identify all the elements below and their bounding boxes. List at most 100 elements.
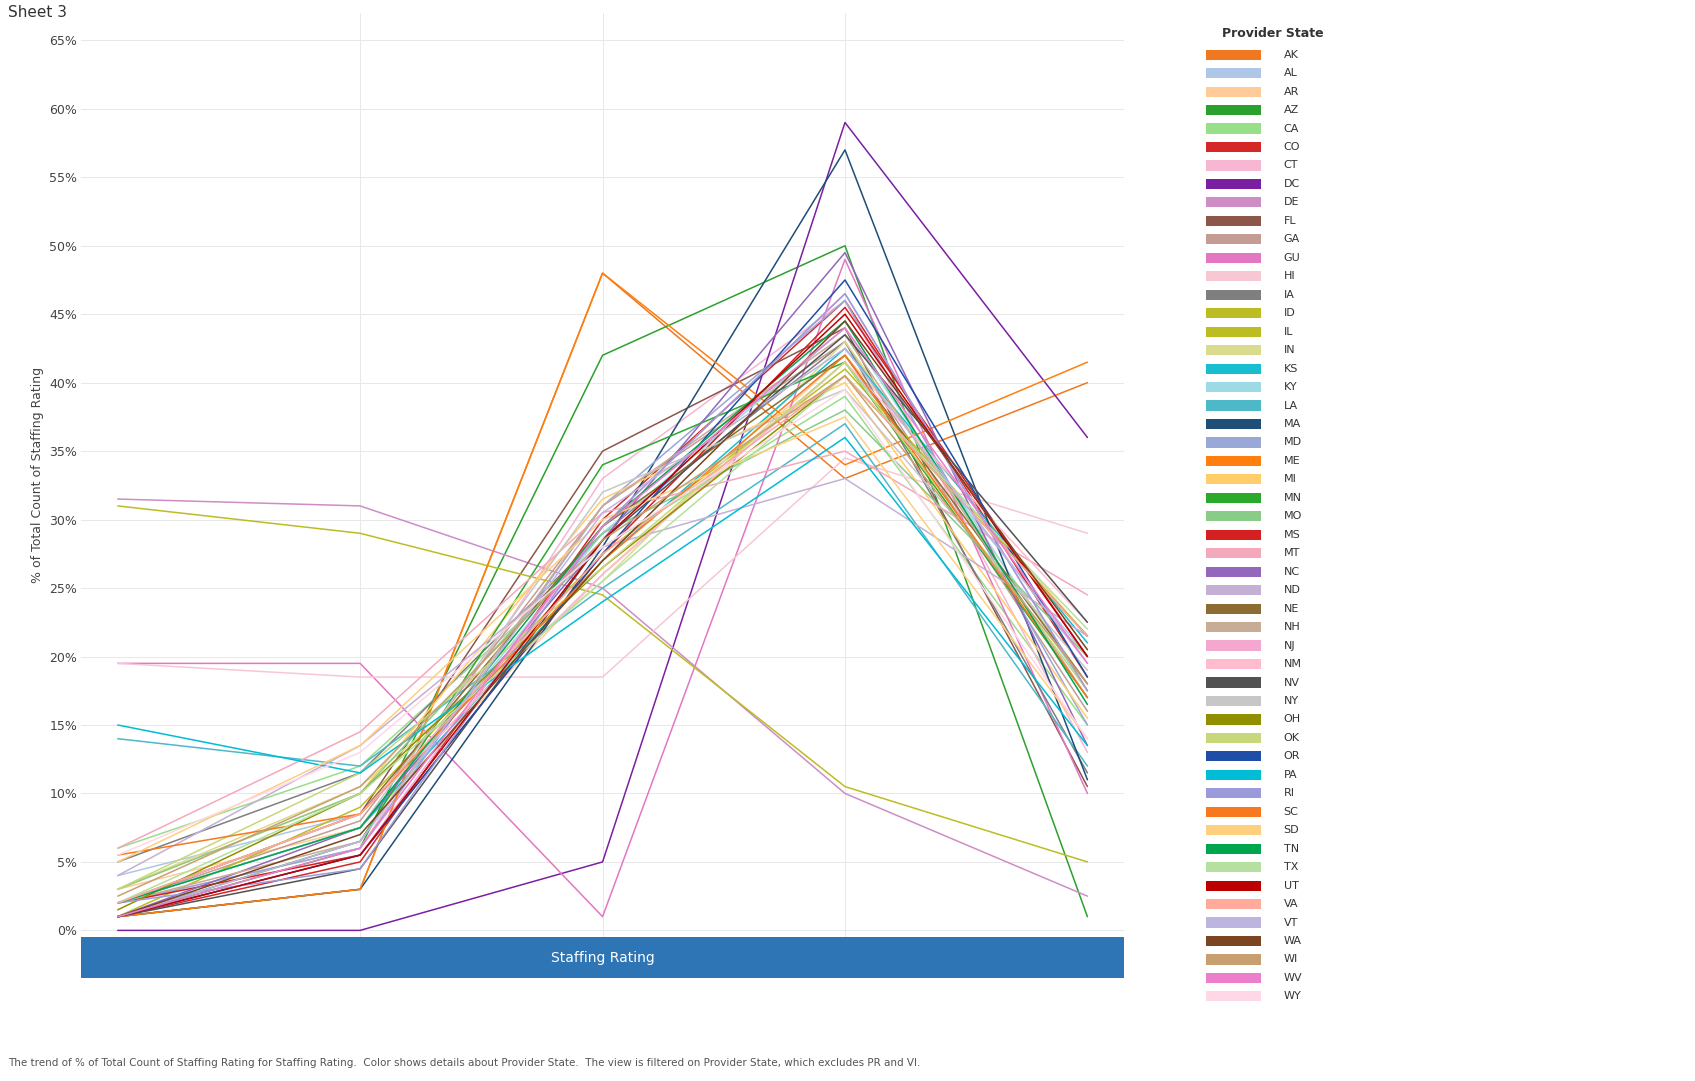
Text: VT: VT <box>1283 918 1298 927</box>
Text: CT: CT <box>1283 160 1298 171</box>
FancyBboxPatch shape <box>1205 216 1261 226</box>
FancyBboxPatch shape <box>1205 86 1261 96</box>
FancyBboxPatch shape <box>1205 696 1261 706</box>
Text: LA: LA <box>1283 401 1298 411</box>
Text: AK: AK <box>1283 50 1298 59</box>
FancyBboxPatch shape <box>1205 438 1261 448</box>
Text: SC: SC <box>1283 806 1298 817</box>
FancyBboxPatch shape <box>1205 456 1261 466</box>
Text: KY: KY <box>1283 382 1297 392</box>
FancyBboxPatch shape <box>1205 585 1261 596</box>
Text: MD: MD <box>1283 438 1302 448</box>
Y-axis label: % of Total Count of Staffing Rating: % of Total Count of Staffing Rating <box>31 368 44 583</box>
FancyBboxPatch shape <box>1205 235 1261 244</box>
Text: WI: WI <box>1283 955 1298 964</box>
FancyBboxPatch shape <box>1205 50 1261 59</box>
FancyBboxPatch shape <box>1205 363 1261 374</box>
Text: Sheet 3: Sheet 3 <box>8 5 68 21</box>
FancyBboxPatch shape <box>1205 548 1261 558</box>
Text: TN: TN <box>1283 843 1298 854</box>
FancyBboxPatch shape <box>1205 678 1261 688</box>
FancyBboxPatch shape <box>1205 899 1261 909</box>
FancyBboxPatch shape <box>1205 382 1261 392</box>
Text: UT: UT <box>1283 881 1298 891</box>
Text: ME: ME <box>1283 456 1300 466</box>
Text: AL: AL <box>1283 68 1297 78</box>
Text: OR: OR <box>1283 751 1300 761</box>
FancyBboxPatch shape <box>1205 806 1261 817</box>
FancyBboxPatch shape <box>1205 825 1261 836</box>
FancyBboxPatch shape <box>1205 511 1261 521</box>
Text: ND: ND <box>1283 585 1300 596</box>
Text: IL: IL <box>1283 326 1293 336</box>
Text: MO: MO <box>1283 511 1302 521</box>
FancyBboxPatch shape <box>1205 881 1261 891</box>
FancyBboxPatch shape <box>1205 308 1261 318</box>
FancyBboxPatch shape <box>1205 345 1261 356</box>
FancyBboxPatch shape <box>1205 178 1261 189</box>
Text: ID: ID <box>1283 308 1295 318</box>
FancyBboxPatch shape <box>1205 160 1261 171</box>
Text: DC: DC <box>1283 179 1300 189</box>
Text: HI: HI <box>1283 271 1295 281</box>
Text: Provider State: Provider State <box>1222 27 1324 40</box>
Text: IN: IN <box>1283 345 1295 356</box>
FancyBboxPatch shape <box>1205 622 1261 632</box>
FancyBboxPatch shape <box>1205 973 1261 983</box>
Text: NC: NC <box>1283 566 1300 576</box>
FancyBboxPatch shape <box>1205 105 1261 116</box>
Text: OK: OK <box>1283 733 1300 743</box>
Text: PA: PA <box>1283 770 1297 779</box>
Text: GA: GA <box>1283 235 1300 244</box>
FancyBboxPatch shape <box>1205 603 1261 614</box>
Text: MN: MN <box>1283 493 1302 503</box>
FancyBboxPatch shape <box>1205 770 1261 779</box>
FancyBboxPatch shape <box>1205 493 1261 503</box>
FancyBboxPatch shape <box>1205 198 1261 208</box>
FancyBboxPatch shape <box>1205 641 1261 651</box>
Text: GU: GU <box>1283 253 1300 263</box>
Text: SD: SD <box>1283 825 1298 836</box>
FancyBboxPatch shape <box>1205 419 1261 429</box>
FancyBboxPatch shape <box>1205 142 1261 152</box>
FancyBboxPatch shape <box>1205 715 1261 724</box>
Text: DE: DE <box>1283 198 1298 208</box>
FancyBboxPatch shape <box>1205 123 1261 134</box>
Text: IA: IA <box>1283 290 1295 299</box>
FancyBboxPatch shape <box>1205 936 1261 946</box>
FancyBboxPatch shape <box>1205 530 1261 539</box>
FancyBboxPatch shape <box>1205 751 1261 761</box>
FancyBboxPatch shape <box>1205 326 1261 337</box>
Text: AZ: AZ <box>1283 105 1298 115</box>
Text: MA: MA <box>1283 419 1300 429</box>
Text: MS: MS <box>1283 530 1300 539</box>
Text: VA: VA <box>1283 899 1298 909</box>
Text: NV: NV <box>1283 678 1300 688</box>
Text: WY: WY <box>1283 991 1302 1001</box>
FancyBboxPatch shape <box>1205 659 1261 669</box>
Text: The trend of % of Total Count of Staffing Rating for Staffing Rating.  Color sho: The trend of % of Total Count of Staffin… <box>8 1058 920 1068</box>
FancyBboxPatch shape <box>1205 253 1261 263</box>
Text: RI: RI <box>1283 788 1295 798</box>
FancyBboxPatch shape <box>1205 955 1261 964</box>
Text: NM: NM <box>1283 659 1302 669</box>
Text: KS: KS <box>1283 363 1298 374</box>
Text: NH: NH <box>1283 622 1300 632</box>
FancyBboxPatch shape <box>1205 68 1261 78</box>
FancyBboxPatch shape <box>1205 843 1261 854</box>
Text: MT: MT <box>1283 548 1300 558</box>
Text: TX: TX <box>1283 863 1298 872</box>
Text: OH: OH <box>1283 715 1300 724</box>
Text: NY: NY <box>1283 696 1298 706</box>
Text: MI: MI <box>1283 475 1297 484</box>
FancyBboxPatch shape <box>1205 475 1261 484</box>
FancyBboxPatch shape <box>1205 862 1261 872</box>
Text: AR: AR <box>1283 86 1298 96</box>
Text: WV: WV <box>1283 973 1302 983</box>
FancyBboxPatch shape <box>1205 918 1261 927</box>
FancyBboxPatch shape <box>1205 991 1261 1001</box>
Text: CA: CA <box>1283 123 1298 134</box>
FancyBboxPatch shape <box>1205 566 1261 577</box>
Text: WA: WA <box>1283 936 1302 946</box>
FancyBboxPatch shape <box>1205 271 1261 281</box>
